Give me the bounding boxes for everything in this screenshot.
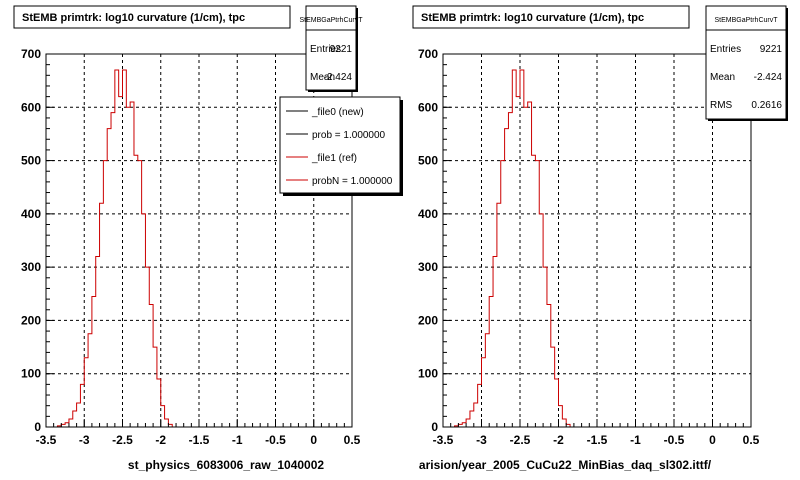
x-tick-label: 0: [709, 433, 716, 447]
y-tick-label: 700: [418, 47, 438, 61]
y-tick-label: 300: [418, 260, 438, 274]
x-tick-label: -3.5: [36, 433, 57, 447]
legend-label: _file1 (ref): [311, 153, 357, 164]
x-tick-label: -1: [630, 433, 641, 447]
y-tick-label: 200: [418, 313, 438, 327]
stats-row-label: RMS: [710, 100, 733, 111]
x-tick-label: -3: [476, 433, 487, 447]
x-tick-label: -1.5: [189, 433, 210, 447]
stats-row-value: 0.2616: [751, 100, 782, 111]
x-axis-label: arision/year_2005_CuCu22_MinBias_daq_sl3…: [419, 458, 712, 472]
x-tick-label: 0.5: [743, 433, 760, 447]
histogram-series: [454, 69, 574, 428]
y-tick-label: 500: [21, 154, 41, 168]
chart-title: StEMB primtrk: log10 curvature (1/cm), t…: [22, 12, 245, 24]
x-tick-label: -2: [155, 433, 166, 447]
x-tick-label: -1.5: [587, 433, 608, 447]
x-tick-label: -0.5: [664, 433, 685, 447]
y-tick-label: 300: [21, 260, 41, 274]
y-tick-label: 700: [21, 47, 41, 61]
histogram-series: [56, 69, 177, 428]
stats-row-value: -2.424: [754, 72, 783, 83]
stats-row-label: Mean: [710, 72, 735, 83]
y-tick-label: 500: [418, 154, 438, 168]
x-tick-label: -2.5: [510, 433, 531, 447]
legend-label: prob = 1.000000: [312, 130, 386, 141]
stats-row-value: -2.424: [324, 72, 353, 83]
stats-box: [305, 5, 357, 91]
y-tick-label: 600: [418, 100, 438, 114]
stats-name: StEMBGaPtrhCurvT: [299, 17, 363, 24]
x-tick-label: 0: [310, 433, 317, 447]
x-tick-label: 0.5: [344, 433, 361, 447]
y-tick-label: 0: [34, 420, 41, 434]
y-tick-label: 400: [418, 207, 438, 221]
legend-label: _file0 (new): [311, 107, 364, 118]
title-box: [13, 5, 291, 29]
histogram-panel-1: -3.5 -3 -2.5 -2 -1.5 -1 -0.5 0 0.5 0 100 200 300 400 5…: [13, 5, 403, 472]
x-tick-label: -3: [79, 433, 90, 447]
chart-title: StEMB primtrk: log10 curvature (1/cm), t…: [421, 12, 644, 24]
stats-box: [705, 5, 787, 120]
x-tick-label: -2.5: [112, 433, 133, 447]
y-tick-label: 100: [21, 367, 41, 381]
stats-row-label: Mean: [310, 72, 335, 83]
stats-row-label: Entries: [710, 44, 741, 55]
x-tick-label: -1: [232, 433, 243, 447]
x-tick-label: -0.5: [265, 433, 286, 447]
legend-box: [279, 96, 401, 194]
title-box: [412, 5, 690, 29]
legend-label: probN = 1.000000: [312, 176, 393, 187]
y-tick-label: 600: [21, 100, 41, 114]
x-tick-label: -2: [553, 433, 564, 447]
y-tick-label: 400: [21, 207, 41, 221]
stats-row-value: 9221: [760, 44, 783, 55]
stats-row-label: Entries: [310, 44, 341, 55]
y-tick-label: 100: [418, 367, 438, 381]
stats-name: StEMBGaPtrhCurvT: [714, 17, 778, 24]
stats-row-value: 9221: [330, 44, 353, 55]
y-tick-label: 0: [431, 420, 438, 434]
histogram-panel-2: -3.5 -3 -2.5 -2 -1.5 -1 -0.5 0 0.5 0 100 200 300 400 5…: [412, 5, 788, 472]
x-tick-label: -3.5: [433, 433, 454, 447]
x-axis-label: st_physics_6083006_raw_1040002: [128, 458, 324, 472]
y-tick-label: 200: [21, 313, 41, 327]
